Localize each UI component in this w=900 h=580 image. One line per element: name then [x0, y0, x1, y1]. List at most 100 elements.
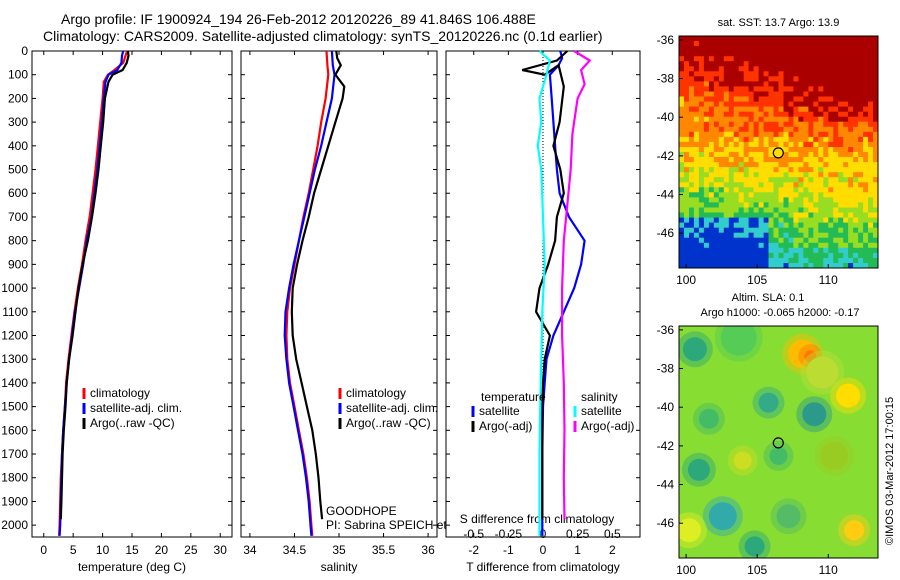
sst-cell [778, 91, 785, 98]
sst-cell [758, 237, 765, 244]
sst-cell [758, 131, 765, 138]
sst-cell [753, 56, 760, 62]
sst-cell [718, 222, 725, 229]
sst-cell [748, 177, 755, 183]
sst-cell [708, 136, 715, 143]
sst-cell [713, 86, 720, 92]
sst-cell [863, 91, 869, 98]
sst-cell [768, 237, 775, 244]
sst-cell [793, 263, 799, 268]
sst-cell [728, 51, 735, 57]
sst-cell [684, 86, 690, 92]
sst-cell [863, 121, 869, 128]
sst-cell [828, 177, 834, 183]
sla-blob [820, 441, 849, 470]
sst-cell [723, 232, 730, 239]
sla-blob [682, 337, 707, 362]
sst-cell [689, 46, 695, 52]
sst-cell [733, 51, 740, 57]
sst-cell [693, 136, 700, 143]
sst-cell [723, 46, 730, 52]
sst-cell [798, 252, 804, 259]
sst-cell [733, 61, 740, 67]
sst-cell [863, 257, 869, 264]
sst-cell [783, 71, 790, 77]
sst-cell [788, 106, 795, 113]
sst-cell [768, 86, 775, 92]
sst-cell [843, 121, 849, 128]
sst-cell [689, 66, 695, 72]
sst-cell [679, 111, 685, 118]
sst-cell [763, 187, 770, 193]
sst-cell [698, 36, 705, 42]
sst-cell [873, 61, 878, 67]
sst-cell [743, 46, 750, 52]
sst-cell [813, 187, 819, 193]
sst-cell [758, 257, 765, 264]
sst-cell [858, 152, 864, 158]
sst-cell [718, 61, 725, 67]
sst-cell [863, 197, 869, 203]
sst-cell [808, 86, 814, 92]
sst-cell [728, 71, 735, 77]
sst-cell [848, 46, 854, 52]
sst-cell [753, 91, 760, 98]
sst-cell [768, 147, 775, 153]
sst-cell [828, 111, 834, 118]
sst-cell [793, 167, 799, 173]
temp-xaxis-label: temperature (deg C) [78, 560, 186, 574]
sst-cell [693, 197, 700, 203]
sst-cell [748, 71, 755, 77]
sst-cell [713, 152, 720, 158]
sst-cell [858, 96, 864, 103]
sst-cell [773, 81, 780, 87]
sst-cell [743, 227, 750, 234]
sst-cell [689, 81, 695, 87]
sst-cell [868, 106, 874, 113]
sst-cell [868, 212, 874, 219]
sst-cell [723, 136, 730, 143]
sst-cell [823, 207, 829, 214]
sst-cell [713, 126, 720, 133]
sst-cell [813, 247, 819, 254]
sst-cell [718, 141, 725, 148]
sst-cell [818, 61, 824, 67]
sst-cell [803, 207, 809, 214]
sst-cell [718, 121, 725, 128]
sst-cell [803, 81, 809, 87]
sst-cell [743, 162, 750, 168]
sst-cell [679, 46, 685, 52]
sst-cell [868, 126, 874, 133]
sst-cell [689, 96, 695, 103]
sst-cell [803, 147, 809, 153]
sst-cell [818, 182, 824, 188]
sst-cell [868, 96, 874, 103]
sst-cell [873, 66, 878, 72]
sst-cell [783, 192, 790, 198]
sst-cell [689, 131, 695, 138]
sst-cell [718, 167, 725, 173]
sla-ytick-label: -46 [657, 516, 675, 530]
sst-cell [868, 207, 874, 214]
sst-cell [853, 111, 859, 118]
sst-cell [698, 76, 705, 82]
sst-cell [708, 157, 715, 163]
diff-xtick-label: 0 [540, 543, 547, 557]
sst-cell [768, 152, 775, 158]
salinity-panel: 34 34.5 35 35.5 36salinityclimatologysatelli… [240, 50, 529, 574]
sst-cell [838, 237, 844, 244]
sst-cell [788, 131, 795, 138]
sst-cell [713, 212, 720, 219]
sst-cell [803, 167, 809, 173]
sst-cell [853, 141, 859, 148]
sst-cell [823, 237, 829, 244]
sst-cell [828, 257, 834, 264]
sst-cell [748, 172, 755, 178]
sst-cell [728, 76, 735, 82]
sst-cell [733, 187, 740, 193]
sst-cell [818, 187, 824, 193]
sst-cell [808, 202, 814, 208]
sst-cell [738, 263, 745, 268]
sst-cell [798, 172, 804, 178]
sst-cell [693, 217, 700, 224]
